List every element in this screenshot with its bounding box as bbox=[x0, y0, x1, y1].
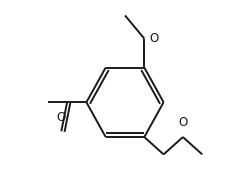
Text: O: O bbox=[57, 111, 66, 124]
Text: O: O bbox=[179, 116, 188, 129]
Text: O: O bbox=[149, 32, 158, 45]
